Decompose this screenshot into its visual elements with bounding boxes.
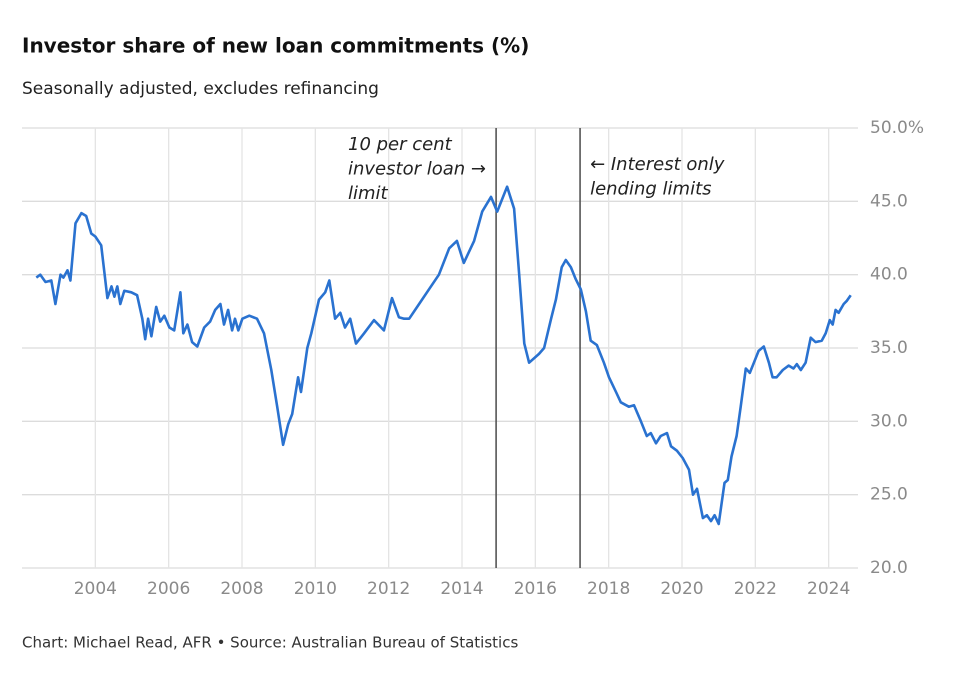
annotation-text: lending limits [590, 179, 711, 200]
chart-subtitle: Seasonally adjusted, excludes refinancin… [22, 79, 379, 99]
x-tick-label: 2018 [587, 579, 630, 599]
y-tick-label: 45.0 [870, 191, 908, 211]
x-tick-label: 2014 [440, 579, 483, 599]
source-note: Chart: Michael Read, AFR • Source: Austr… [22, 634, 518, 652]
annotation-text: limit [348, 183, 389, 204]
x-tick-label: 2010 [294, 579, 337, 599]
y-tick-label: 30.0 [870, 411, 908, 431]
y-tick-label: 40.0 [870, 265, 908, 285]
y-tick-label: 25.0 [870, 485, 908, 505]
y-tick-label: 50.0% [870, 118, 924, 138]
y-tick-label: 35.0 [870, 338, 908, 358]
annotation-text: 10 per cent [348, 134, 453, 155]
annotation-text: ← Interest only [590, 154, 725, 175]
chart-title: Investor share of new loan commitments (… [22, 34, 529, 58]
x-tick-label: 2008 [220, 579, 263, 599]
x-tick-label: 2020 [660, 579, 703, 599]
x-tick-label: 2012 [367, 579, 410, 599]
data-line [35, 185, 852, 526]
y-tick-label: 20.0 [870, 558, 908, 578]
x-tick-label: 2016 [514, 579, 557, 599]
annotation-text: investor loan → [348, 159, 486, 180]
x-tick-label: 2006 [147, 579, 190, 599]
x-tick-label: 2004 [74, 579, 117, 599]
x-tick-label: 2024 [807, 579, 850, 599]
x-tick-label: 2022 [734, 579, 777, 599]
